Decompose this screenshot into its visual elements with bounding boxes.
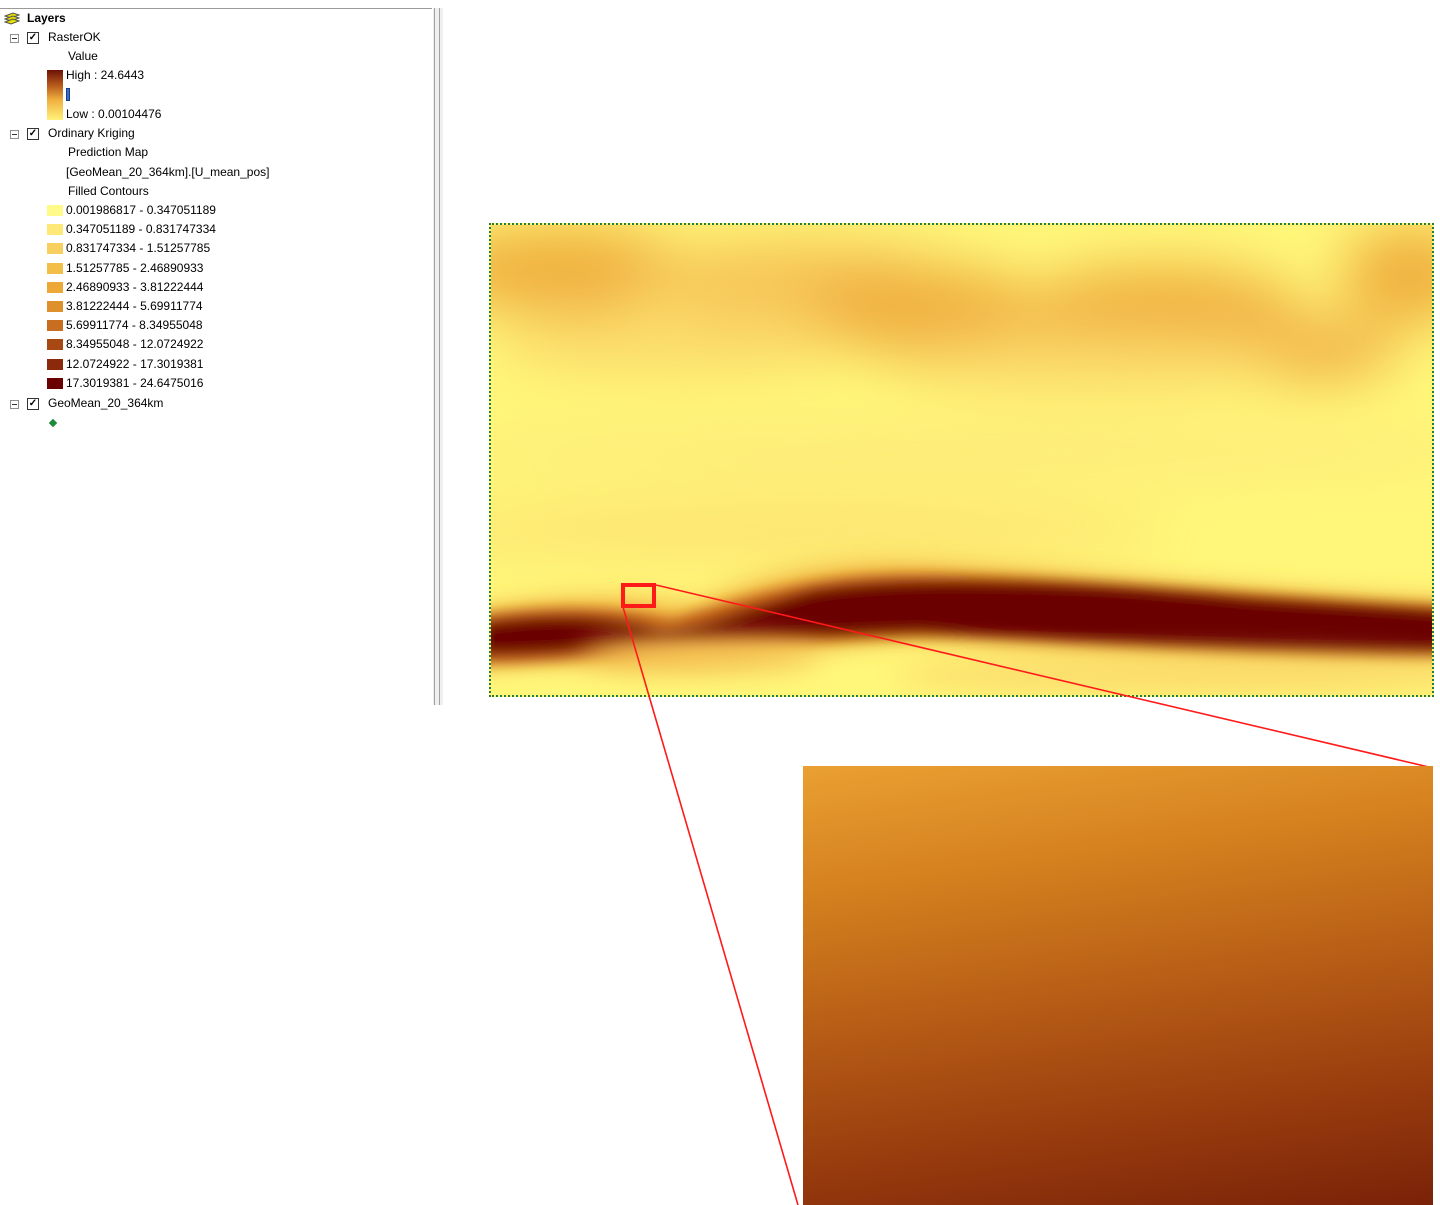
legend-class-label: 12.0724922 - 17.3019381 — [66, 356, 204, 371]
legend-class-swatch — [47, 301, 63, 312]
legend-class-label: 0.347051189 - 0.831747334 — [66, 222, 216, 237]
toc-root-label: Layers — [27, 11, 66, 25]
legend-class-swatch — [47, 243, 63, 255]
legend-class-swatch — [47, 224, 63, 236]
legend-class-label: 3.81222444 - 5.69911774 — [66, 299, 203, 313]
layer-name[interactable]: RasterOK — [48, 30, 101, 44]
layer-visibility-checkbox[interactable]: ✓ — [27, 398, 39, 410]
legend-class-label: 8.34955048 - 12.0724922 — [66, 337, 204, 352]
legend-sublayer-label: Prediction Map — [68, 145, 149, 159]
layer-name[interactable]: GeoMean_20_364km — [48, 396, 164, 410]
layers-icon — [4, 12, 20, 25]
layer-visibility-checkbox[interactable]: ✓ — [27, 32, 39, 44]
legend-class-label: 0.831747334 - 1.51257785 — [66, 241, 211, 256]
legend-contour-label: Filled Contours — [68, 184, 149, 198]
zoomed-inset-view — [803, 766, 1433, 1205]
collapse-icon[interactable] — [10, 34, 19, 43]
table-of-contents: Layers ✓ RasterOK Value High : 24.6443 L… — [0, 0, 432, 705]
layer-visibility-checkbox[interactable]: ✓ — [27, 128, 39, 140]
ramp-marker-icon — [66, 88, 70, 101]
legend-class-swatch — [47, 320, 63, 332]
legend-low-label: Low : 0.00104476 — [66, 107, 162, 121]
legend-class-swatch — [47, 377, 63, 389]
legend-class-label: 1.51257785 - 2.46890933 — [66, 260, 204, 275]
legend-field-label: Value — [68, 49, 98, 63]
legend-class-label: 0.001986817 - 0.347051189 — [66, 203, 216, 217]
toc-divider — [0, 8, 432, 9]
zoom-region-box[interactable] — [621, 583, 656, 608]
legend-class-swatch — [47, 339, 63, 351]
legend-field-label: [GeoMean_20_364km].[U_mean_pos] — [66, 165, 270, 179]
legend-class-label: 17.3019381 - 24.6475016 — [66, 375, 204, 390]
legend-class-swatch — [47, 281, 63, 293]
legend-high-label: High : 24.6443 — [66, 68, 145, 82]
layer-name[interactable]: Ordinary Kriging — [48, 126, 135, 140]
collapse-icon[interactable] — [10, 130, 19, 139]
kriging-surface — [491, 225, 1432, 695]
collapse-icon[interactable] — [10, 400, 19, 409]
legend-class-label: 5.69911774 - 8.34955048 — [66, 318, 203, 333]
legend-class-swatch — [47, 262, 63, 274]
color-ramp-swatch — [47, 70, 63, 120]
legend-class-label: 2.46890933 - 3.81222444 — [66, 279, 204, 294]
panel-splitter[interactable] — [433, 8, 443, 705]
legend-class-swatch — [47, 205, 63, 216]
map-data-frame[interactable] — [489, 223, 1434, 697]
legend-class-swatch — [47, 358, 63, 370]
